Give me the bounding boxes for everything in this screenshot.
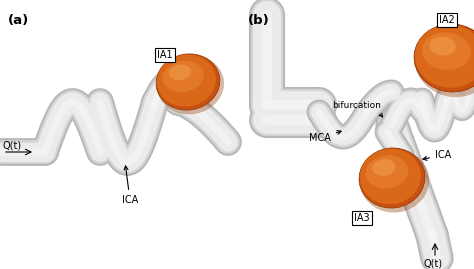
Ellipse shape [360,150,429,213]
Text: IA2: IA2 [439,15,455,25]
Text: bifurcation: bifurcation [332,101,383,117]
Ellipse shape [163,61,204,92]
Text: ICA: ICA [423,150,451,160]
Ellipse shape [157,55,216,107]
Ellipse shape [169,64,191,80]
Ellipse shape [365,155,409,189]
Ellipse shape [372,159,395,176]
Ellipse shape [415,26,474,97]
Ellipse shape [157,55,224,114]
Ellipse shape [156,54,220,110]
Text: ICA: ICA [122,166,138,205]
Text: (a): (a) [8,14,29,27]
Ellipse shape [360,149,421,204]
Text: Q(t): Q(t) [3,141,22,151]
Ellipse shape [414,24,474,92]
Ellipse shape [359,148,425,208]
Text: MCA: MCA [309,130,341,143]
Ellipse shape [422,33,471,70]
Text: IA1: IA1 [157,50,173,60]
Ellipse shape [415,25,474,88]
Text: Q(t): Q(t) [423,258,443,268]
Text: (b): (b) [248,14,270,27]
Text: IA3: IA3 [354,213,370,223]
Ellipse shape [429,37,456,55]
